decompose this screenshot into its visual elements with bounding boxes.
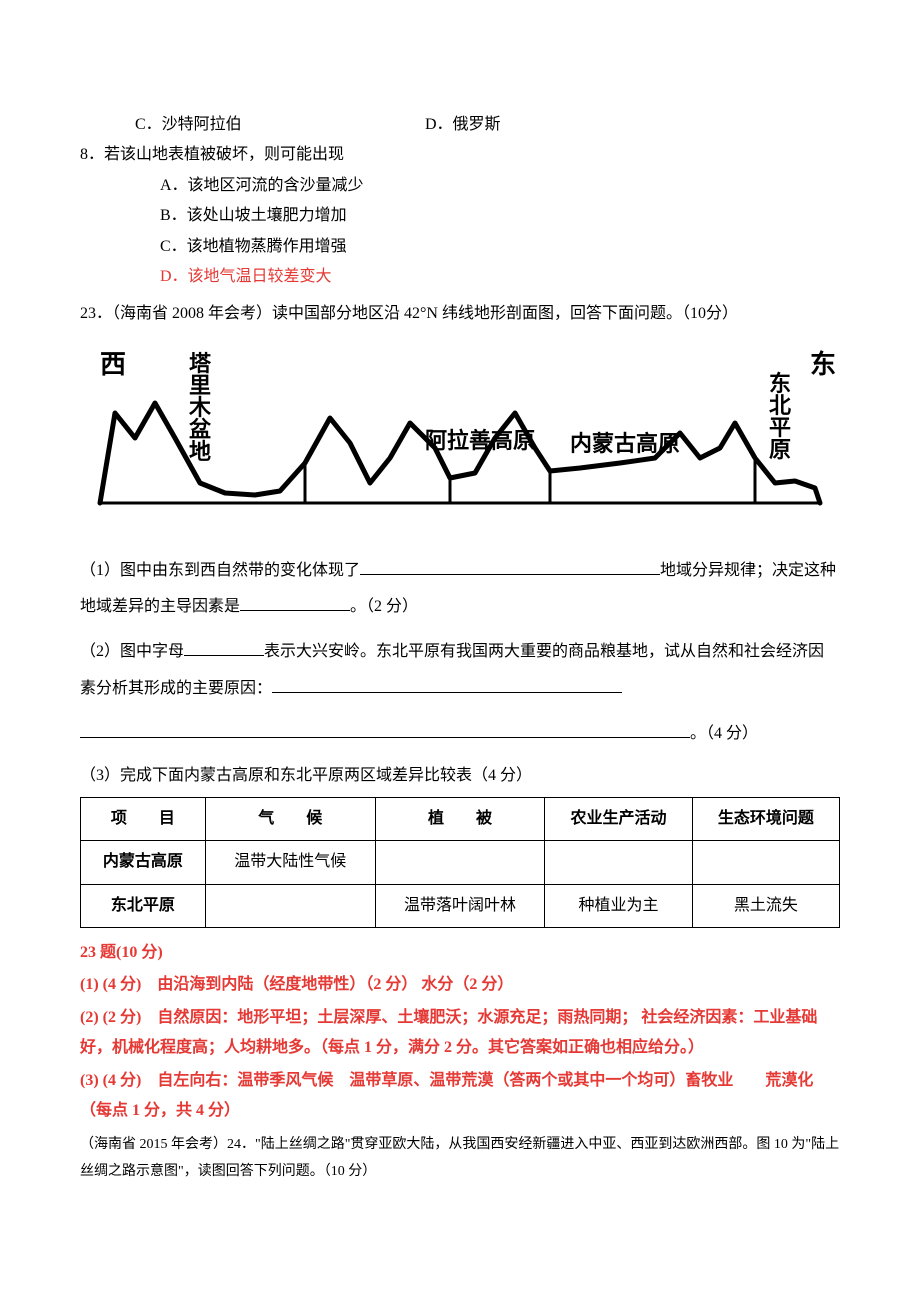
- table-cell: 黑土流失: [692, 884, 839, 927]
- answer-1: (1) (4 分) 由沿海到内陆（经度地带性）（2 分） 水分（2 分）: [80, 970, 840, 1000]
- svg-text:地: 地: [189, 439, 211, 464]
- answer-3: (3) (4 分) 自左向右：温带季风气候 温带草原、温带荒漠（答两个或其中一个…: [80, 1066, 840, 1127]
- table-cell[interactable]: [692, 841, 839, 884]
- q7-options-cd: C．沙特阿拉伯 D．俄罗斯: [80, 110, 840, 140]
- svg-text:东: 东: [810, 349, 836, 379]
- q7-option-d: D．俄罗斯: [425, 110, 501, 140]
- q24-text: （海南省 2015 年会考）24．"陆上丝绸之路"贯穿亚欧大陆，从我国西安经新疆…: [80, 1132, 840, 1185]
- table-col-header: 气 候: [205, 797, 375, 840]
- table-cell: 温带落叶阔叶林: [375, 884, 545, 927]
- table-row-label: 东北平原: [81, 884, 206, 927]
- q23-part1: （1）图中由东到西自然带的变化体现了地域分异规律；决定这种地域差异的主导因素是。…: [80, 553, 840, 627]
- table-cell[interactable]: [545, 841, 692, 884]
- fill-blank[interactable]: [80, 722, 690, 738]
- fill-blank[interactable]: [360, 559, 660, 575]
- q23-p2-a: （2）图中字母: [80, 643, 184, 660]
- q8-option-b: B．该处山坡土壤肥力增加: [80, 201, 840, 231]
- table-row-label: 内蒙古高原: [81, 841, 206, 884]
- table-cell: 种植业为主: [545, 884, 692, 927]
- svg-text:阿拉善高原: 阿拉善高原: [425, 428, 535, 453]
- comparison-table: 项 目 气 候 植 被 农业生产活动 生态环境问题 内蒙古高原 温带大陆性气候 …: [80, 797, 840, 928]
- table-col-header: 农业生产活动: [545, 797, 692, 840]
- q23-answers: 23 题(10 分) (1) (4 分) 由沿海到内陆（经度地带性）（2 分） …: [80, 938, 840, 1126]
- fill-blank[interactable]: [272, 677, 622, 693]
- q8-stem: 8．若该山地表植被破坏，则可能出现: [80, 140, 840, 170]
- table-cell[interactable]: [375, 841, 545, 884]
- table-row: 东北平原 温带落叶阔叶林 种植业为主 黑土流失: [81, 884, 840, 927]
- q7-option-c: C．沙特阿拉伯: [135, 110, 425, 140]
- q23-intro: 23．（海南省 2008 年会考）读中国部分地区沿 42°N 纬线地形剖面图，回…: [80, 296, 840, 333]
- fill-blank[interactable]: [184, 640, 264, 656]
- q8-option-a: A．该地区河流的含沙量减少: [80, 171, 840, 201]
- answer-title: 23 题(10 分): [80, 938, 840, 968]
- answer-2: (2) (2 分) 自然原因：地形平坦；土层深厚、土壤肥沃；水源充足；雨热同期；…: [80, 1003, 840, 1064]
- q8-option-c: C．该地植物蒸腾作用增强: [80, 232, 840, 262]
- svg-text:内蒙古高原: 内蒙古高原: [570, 431, 680, 456]
- terrain-profile-diagram: 西东塔里木盆地阿拉善高原内蒙古高原东北平原: [80, 343, 840, 534]
- q8-option-d: D．该地气温日较差变大: [80, 262, 840, 292]
- q23-p1-c: 。（2 分）: [350, 598, 418, 615]
- q23-part3: （3）完成下面内蒙古高原和东北平原两区域差异比较表（4 分）: [80, 761, 840, 791]
- terrain-profile-svg: 西东塔里木盆地阿拉善高原内蒙古高原东北平原: [80, 343, 840, 523]
- fill-blank[interactable]: [240, 595, 350, 611]
- q23-part2-line2: 。（4 分）: [80, 716, 840, 753]
- svg-text:原: 原: [769, 437, 791, 462]
- q23-p1-a: （1）图中由东到西自然带的变化体现了: [80, 562, 360, 579]
- q23-p2-c: 。（4 分）: [690, 725, 758, 742]
- table-header-row: 项 目 气 候 植 被 农业生产活动 生态环境问题: [81, 797, 840, 840]
- svg-text:西: 西: [100, 350, 126, 379]
- table-col-header: 植 被: [375, 797, 545, 840]
- q23-part2: （2）图中字母表示大兴安岭。东北平原有我国两大重要的商品粮基地，试从自然和社会经…: [80, 634, 840, 708]
- table-cell[interactable]: [205, 884, 375, 927]
- table-col-header: 生态环境问题: [692, 797, 839, 840]
- table-cell: 温带大陆性气候: [205, 841, 375, 884]
- table-col-header: 项 目: [81, 797, 206, 840]
- table-row: 内蒙古高原 温带大陆性气候: [81, 841, 840, 884]
